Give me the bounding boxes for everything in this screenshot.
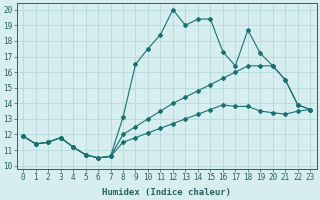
X-axis label: Humidex (Indice chaleur): Humidex (Indice chaleur) (102, 188, 231, 197)
